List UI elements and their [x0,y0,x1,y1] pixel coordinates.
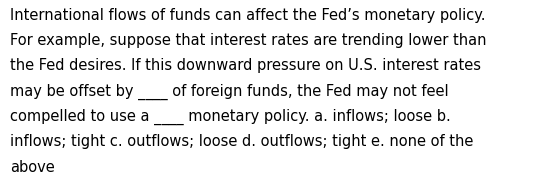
Text: For example, suppose that interest rates are trending lower than: For example, suppose that interest rates… [10,33,487,48]
Text: inflows; tight c. outflows; loose d. outflows; tight e. none of the: inflows; tight c. outflows; loose d. out… [10,134,473,149]
Text: compelled to use a ____ monetary policy. a. inflows; loose b.: compelled to use a ____ monetary policy.… [10,109,451,125]
Text: the Fed desires. If this downward pressure on U.S. interest rates: the Fed desires. If this downward pressu… [10,58,481,73]
Text: above: above [10,160,55,175]
Text: may be offset by ____ of foreign funds, the Fed may not feel: may be offset by ____ of foreign funds, … [10,84,449,100]
Text: International flows of funds can affect the Fed’s monetary policy.: International flows of funds can affect … [10,8,485,23]
